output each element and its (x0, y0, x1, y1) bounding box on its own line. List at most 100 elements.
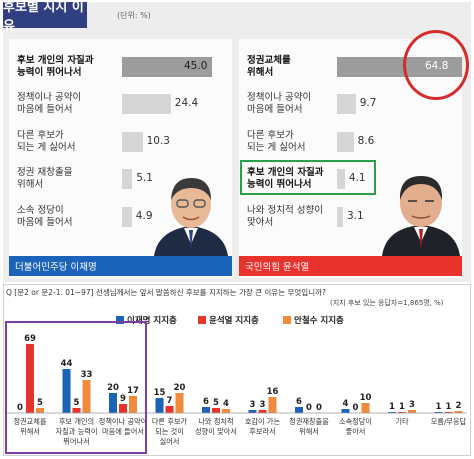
label-line: 맞아서 (247, 217, 274, 228)
label-line: 후보 개인의 자질과 (17, 55, 94, 66)
data-label: 10 (360, 393, 372, 403)
bar-2-cat-4 (165, 406, 174, 413)
category-label: 소속정당이 (339, 417, 372, 426)
label-line: 정권교체를 (247, 55, 291, 66)
bar-3-cat-2 (82, 380, 91, 413)
bar-2-cat-5 (212, 408, 220, 413)
bar-3-cat-5 (222, 409, 230, 413)
bar-1-cat-8 (341, 409, 350, 413)
data-label: 33 (81, 370, 93, 380)
category-label: 기타 (395, 417, 409, 426)
yoon-row-2-label: 정책이나 공약이 마음에 들어서 (247, 92, 311, 116)
yoon-bar-1 (337, 57, 462, 77)
data-label: 5 (37, 398, 43, 408)
lee-value-5: 4.9 (135, 210, 153, 222)
unit-note: (단위: %) (117, 11, 151, 20)
legend-lee-swatch (116, 316, 124, 324)
legend-yoon-label: 윤석열 지지층 (209, 316, 259, 326)
yoon-value-4: 4.1 (348, 172, 366, 184)
data-label: 0 (17, 403, 23, 413)
sample-note: (지지 후보 있는 응답자=1,865명, %) (330, 299, 444, 307)
category-label: 나와 정치적 (198, 417, 233, 426)
lee-value-2: 24.4 (174, 97, 199, 109)
survey-question: Q [문2 or 문2-1. 01~97] 선생님께서는 앞서 말씀하신 후보를… (6, 288, 326, 297)
data-label: 6 (296, 397, 302, 407)
label-line: 소속 정당이 (17, 205, 64, 216)
data-label: 4 (223, 399, 229, 409)
category-label: 위해서 (20, 427, 40, 436)
yoon-value-5: 3.1 (346, 210, 364, 222)
category-label: 정권재창출을 (289, 417, 329, 426)
label-line: 정책이나 공약이 (17, 92, 82, 103)
label-line: 위해서 (247, 67, 274, 78)
yoon-bar-4 (337, 169, 345, 189)
data-label: 1 (389, 402, 395, 412)
bar-1-cat-6 (248, 410, 257, 413)
legend-ahn: 안철수 지지층 (283, 314, 344, 326)
bar-3-cat-3 (129, 396, 137, 413)
label-line: 위해서 (17, 179, 44, 190)
bar-1-cat-7 (295, 407, 303, 413)
data-label: 7 (167, 396, 173, 406)
category-label: 뛰어나서 (63, 437, 89, 446)
lee-row-2-label: 정책이나 공약이 마음에 들어서 (17, 92, 81, 116)
data-label: 17 (127, 386, 139, 396)
lee-row-4-label: 정권 재창출을 위해서 (17, 167, 72, 191)
lee-value-1: 45.0 (184, 60, 208, 72)
lee-row-1-label: 후보 개인의 자질과 능력이 뛰어나서 (17, 55, 94, 79)
category-label: 마음에 들어서 (102, 427, 144, 436)
data-label: 0 (316, 403, 322, 413)
data-label: 5 (213, 398, 219, 408)
legend-yoon: 윤석열 지지층 (198, 314, 259, 326)
legend-lee-label: 이재명 지지층 (127, 316, 177, 326)
yoon-candidate-label: 국민의힘 윤석열 (239, 256, 462, 276)
bar-2-cat-3 (119, 404, 127, 413)
category-label: 자질과 능력이 (56, 427, 98, 436)
yoon-row-4-label: 후보 개인의 자질과 능력이 뛰어나서 (247, 167, 324, 191)
legend-ahn-swatch (283, 316, 291, 324)
label-line: 되는 게 싫어서 (17, 142, 76, 153)
data-label: 1 (446, 402, 452, 412)
data-label: 5 (74, 398, 80, 408)
data-label: 1 (436, 402, 442, 412)
bar-2-cat-9 (398, 412, 406, 413)
category-label: 후보 개인의 (59, 417, 94, 426)
data-label: 0 (306, 403, 312, 413)
bar-1-cat-10 (434, 412, 443, 413)
yoon-portrait (382, 176, 460, 256)
bar-2-cat-1 (26, 344, 34, 413)
data-label: 4 (343, 399, 349, 409)
label-line: 다른 후보가 (247, 130, 294, 141)
legend-yoon-swatch (198, 316, 206, 324)
legend-lee: 이재명 지지층 (116, 314, 177, 326)
bar-3-cat-10 (454, 411, 463, 413)
category-label: 후보라서 (249, 427, 275, 436)
data-label: 44 (61, 359, 73, 369)
category-label: 성향이 맞아서 (195, 427, 237, 436)
category-label: 좋아서 (346, 427, 366, 436)
lee-bar-2 (122, 94, 171, 114)
bar-1-cat-4 (155, 398, 164, 413)
lee-candidate-label: 더불어민주당 이재명 (9, 256, 232, 276)
data-label: 20 (174, 383, 186, 393)
data-label: 0 (353, 403, 359, 413)
category-label: 호감이 가는 (245, 417, 281, 426)
lee-row-5-label: 소속 정당이 마음에 들어서 (17, 205, 72, 229)
bottom-section (3, 284, 471, 456)
bar-3-cat-4 (175, 393, 184, 413)
bar-2-cat-6 (258, 410, 267, 413)
lee-bar-1 (122, 57, 212, 77)
yoon-row-3-label: 다른 후보가 되는 게 싫어서 (247, 130, 305, 154)
label-line: 능력이 뛰어나서 (247, 179, 312, 190)
data-label: 3 (250, 400, 256, 410)
yoon-bar-2 (337, 94, 356, 114)
label-line: 후보 개인의 자질과 (247, 167, 324, 178)
bar-1-cat-9 (388, 412, 396, 413)
bar-3-cat-8 (361, 403, 370, 413)
label-line: 나와 정치적 성향이 (247, 205, 323, 216)
yoon-bar-5 (337, 207, 343, 227)
yoon-bar-3 (337, 132, 354, 152)
category-label: 정책이나 공약이 (99, 417, 148, 426)
label-line: 능력이 뛰어나서 (17, 67, 82, 78)
